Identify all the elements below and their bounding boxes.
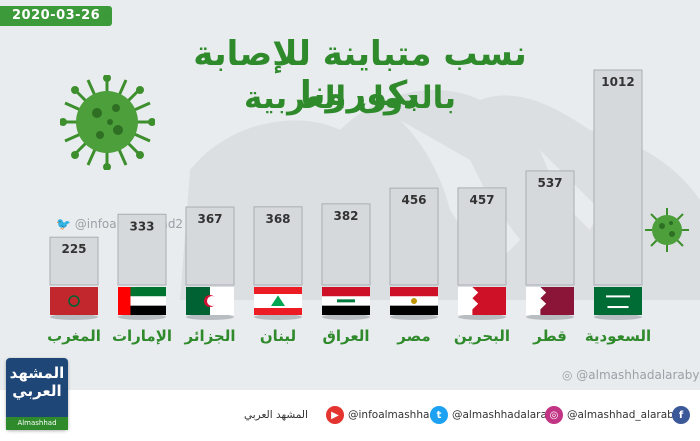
value-label: 456 <box>401 193 426 207</box>
footer-facebook[interactable]: f <box>672 404 690 426</box>
youtube-icon: ▶ <box>326 406 344 424</box>
category-label: البحرين <box>454 327 510 345</box>
value-label: 457 <box>469 193 494 207</box>
value-label: 382 <box>333 209 358 223</box>
flag-shadow <box>186 314 234 320</box>
logo-line-2: العربي <box>12 382 62 400</box>
value-label: 333 <box>129 219 154 233</box>
instagram-icon: ◎ <box>545 406 563 424</box>
egypt-flag <box>390 287 438 315</box>
value-label: 1012 <box>601 75 634 89</box>
category-label: مصر <box>396 327 430 345</box>
saudi-flag <box>594 287 642 315</box>
flag-shadow <box>458 314 506 320</box>
category-label: السعودية <box>585 327 651 345</box>
lebanon-flag <box>254 287 302 315</box>
category-label: المغرب <box>47 327 101 345</box>
iraq-flag <box>322 287 370 315</box>
site-logo: المشهد العربي Almashhad Alaraby <box>6 358 68 440</box>
bar <box>253 206 303 286</box>
footer <box>0 390 700 441</box>
bahrain-flag <box>458 287 506 315</box>
flag-shadow <box>594 314 642 320</box>
qatar-flag <box>526 287 574 315</box>
flag-shadow <box>254 314 302 320</box>
footer-twitter[interactable]: ▶ @infoalmashhad2 <box>326 404 443 426</box>
flag-shadow <box>322 314 370 320</box>
footer-youtube[interactable]: t @almashhadalaraby <box>430 404 560 426</box>
title-line-1: نسب متباينة للإصابة بكورونا <box>193 34 527 114</box>
value-label: 225 <box>61 242 86 256</box>
bar <box>185 206 235 286</box>
category-label: العراق <box>322 327 369 345</box>
footer-site-label: المشهد العربي <box>244 409 308 421</box>
bar <box>117 213 167 286</box>
title-line-2: بالدول العربية <box>244 80 456 116</box>
flag-shadow <box>118 314 166 320</box>
flag-shadow <box>390 314 438 320</box>
flag-shadow <box>50 314 98 320</box>
footer-youtube-handle: @almashhadalaraby <box>452 409 560 421</box>
footer-instagram[interactable]: ◎ @almashhad_alaraby <box>545 404 680 426</box>
date-badge: 2020-03-26 <box>0 6 113 26</box>
small-virus-icon <box>645 208 689 252</box>
bar <box>389 187 439 286</box>
category-label: قطر <box>532 327 567 345</box>
facebook-icon: f <box>672 406 690 424</box>
footer-twitter-handle: @infoalmashhad2 <box>348 409 443 421</box>
flag-shadow <box>526 314 574 320</box>
morocco-flag <box>50 287 98 315</box>
footer-instagram-handle: @almashhad_alaraby <box>567 409 681 421</box>
uae-flag <box>118 287 166 315</box>
bar <box>49 236 99 286</box>
instagram-watermark: ◎ @almashhadalaraby <box>562 368 700 382</box>
value-label: 367 <box>197 212 222 226</box>
value-label: 537 <box>537 176 562 190</box>
bar <box>593 69 643 286</box>
algeria-flag <box>186 287 234 315</box>
footer-site[interactable]: المشهد العربي <box>244 404 308 426</box>
category-label: الإمارات <box>112 327 172 345</box>
logo-line-3: Almashhad Alaraby <box>6 417 68 440</box>
bar <box>525 170 575 286</box>
bar <box>321 203 371 286</box>
category-label: لبنان <box>260 327 296 345</box>
virus-icon <box>60 75 155 170</box>
twitter-icon: t <box>430 406 448 424</box>
value-label: 368 <box>265 212 290 226</box>
logo-line-1: المشهد <box>9 364 65 382</box>
bar <box>457 187 507 286</box>
category-label: الجزائر <box>183 327 235 345</box>
